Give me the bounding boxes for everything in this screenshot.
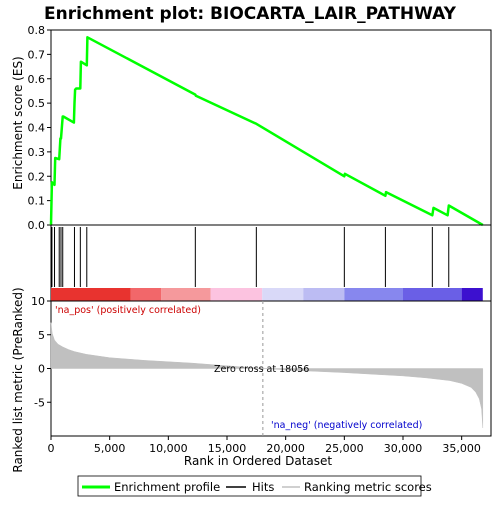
color-bar-segment (303, 288, 345, 301)
pos-correlated-label: 'na_pos' (positively correlated) (55, 305, 201, 316)
ranking-y-tick-label: -5 (34, 396, 45, 409)
es-panel: 0.0 0.1 0.2 0.3 0.4 0.5 0.6 0.7 0.8 (28, 24, 492, 232)
legend-label-hits: Hits (252, 480, 274, 494)
es-y-tick-label: 0.0 (28, 219, 46, 232)
legend-label-ranking: Ranking metric scores (304, 480, 432, 494)
ranking-panel: -5 0 5 10 0 5,000 10,000 15,000 20,000 25,000 30,0… (31, 295, 492, 455)
ranking-metric-area (50, 322, 484, 428)
es-y-tick-label: 0.1 (28, 195, 46, 208)
x-tick-label: 10,000 (149, 442, 188, 455)
x-axis-label: Rank in Ordered Dataset (184, 454, 332, 468)
ranking-y-tick-label: 0 (38, 363, 45, 376)
color-bar-segment (461, 288, 483, 301)
es-y-tick-label: 0.6 (28, 73, 46, 86)
color-bar-segment (51, 288, 131, 301)
x-tick-label: 0 (48, 442, 55, 455)
chart-title: Enrichment plot: BIOCARTA_LAIR_PATHWAY (44, 4, 457, 24)
x-tick-label: 25,000 (325, 442, 364, 455)
color-bar-segment (403, 288, 462, 301)
ranking-y-tick-label: 5 (38, 329, 45, 342)
zero-cross-label: Zero cross at 18056 (214, 364, 309, 375)
x-tick-label: 20,000 (266, 442, 305, 455)
neg-correlated-label: 'na_neg' (negatively correlated) (271, 420, 422, 431)
legend: Enrichment profile Hits Ranking metric s… (77, 475, 432, 497)
x-tick-label: 5,000 (94, 442, 126, 455)
color-bar-segment (210, 288, 263, 301)
es-y-tick-label: 0.8 (28, 24, 46, 37)
es-y-tick-label: 0.4 (28, 122, 46, 135)
enrichment-profile-line (49, 36, 484, 227)
color-bar-segment (344, 288, 403, 301)
es-y-axis-label: Enrichment score (ES) (11, 56, 25, 189)
x-tick-label: 35,000 (442, 442, 481, 455)
ranking-y-tick-label: 10 (31, 295, 45, 308)
hits-panel (50, 224, 492, 302)
x-tick-label: 30,000 (384, 442, 423, 455)
color-bar-segment (161, 288, 211, 301)
ranking-y-axis-label: Ranked list metric (PreRanked) (11, 287, 25, 472)
es-y-tick-label: 0.7 (28, 48, 46, 61)
color-bar-segment (262, 288, 304, 301)
es-y-tick-label: 0.5 (28, 97, 46, 110)
es-y-tick-label: 0.3 (28, 146, 46, 159)
legend-box (77, 475, 422, 497)
color-bar-segment (130, 288, 162, 301)
es-y-tick-label: 0.2 (28, 170, 46, 183)
x-tick-label: 15,000 (208, 442, 247, 455)
legend-label-enrichment: Enrichment profile (114, 480, 220, 494)
